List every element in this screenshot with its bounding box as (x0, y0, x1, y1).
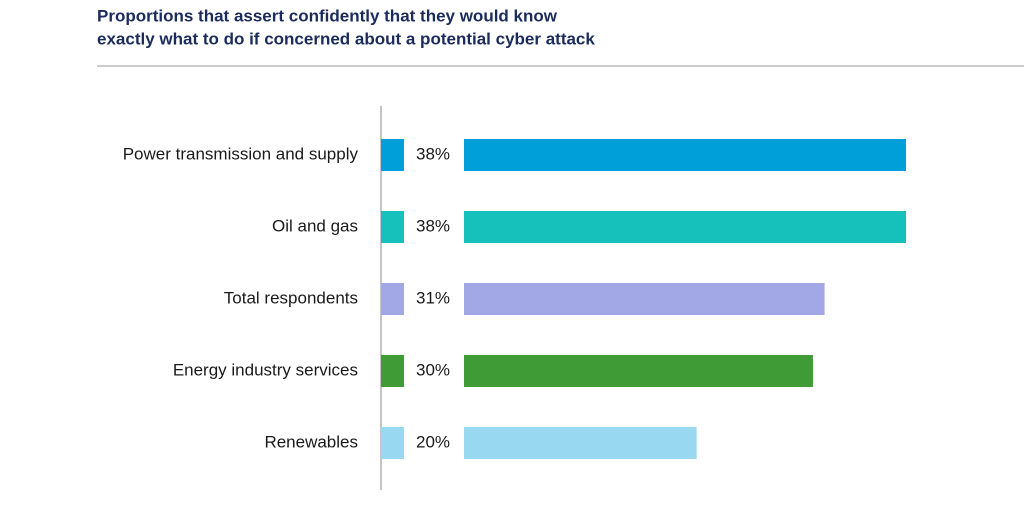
category-label: Power transmission and supply (123, 144, 359, 163)
category-label: Renewables (264, 432, 358, 451)
bar (464, 283, 825, 315)
category-label: Energy industry services (173, 360, 358, 379)
value-label: 31% (416, 288, 450, 307)
value-label: 38% (416, 144, 450, 163)
bar (464, 427, 697, 459)
value-label: 30% (416, 360, 450, 379)
legend-swatch (381, 355, 404, 387)
category-label: Total respondents (224, 288, 358, 307)
value-label: 20% (416, 432, 450, 451)
legend-swatch (381, 283, 404, 315)
legend-swatch (381, 139, 404, 171)
chart-title: Proportions that assert confidently that… (97, 6, 558, 25)
bar (464, 211, 906, 243)
legend-swatch (381, 427, 404, 459)
bar (464, 139, 906, 171)
value-label: 38% (416, 216, 450, 235)
bar (464, 355, 813, 387)
category-label: Oil and gas (272, 216, 358, 235)
chart-title: exactly what to do if concerned about a … (97, 29, 595, 48)
legend-swatch (381, 211, 404, 243)
